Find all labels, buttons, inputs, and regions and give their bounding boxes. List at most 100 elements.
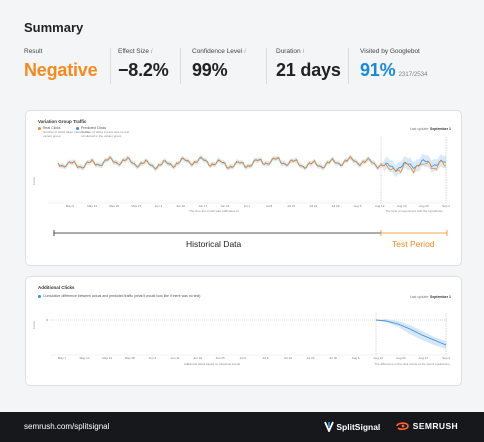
metric-googlebot: Visited by Googlebot 91% 2317/2534 bbox=[360, 48, 428, 86]
additional-clicks-card: Additional Clicks Cumulative difference … bbox=[25, 276, 462, 386]
metric-value-wrap: 91% 2317/2534 bbox=[360, 60, 428, 81]
x-tick-label: Aug 19 bbox=[397, 204, 407, 208]
info-icon[interactable]: i bbox=[150, 48, 153, 55]
x-tick-label: Jun 24 bbox=[220, 204, 229, 208]
x-tick-label: Aug 13 bbox=[373, 356, 383, 360]
zero-label: 0 bbox=[46, 318, 48, 322]
metric-effect-size: Effect Size i −8.2% bbox=[118, 48, 169, 86]
experiment-note: The time of experiment with the hypothes… bbox=[385, 209, 443, 213]
clicks-chart: Clicks 0 May 7 May 14 May 21 May 28 Jun 4 Jun… bbox=[32, 313, 450, 366]
footer: semrush.com/splitsignal SplitSignal SEMR… bbox=[0, 412, 484, 442]
metrics-row: Result Negative Effect Size i −8.2% Confi… bbox=[24, 48, 464, 86]
legend-real-clicks[interactable]: Real Clicks bbox=[38, 126, 61, 130]
traffic-chart-title: Variation Group Traffic bbox=[38, 119, 87, 124]
x-axis-ticks: May 6 May 13 May 20 May 27 Jun 3 Jun 10 Jun 17… bbox=[66, 204, 450, 208]
metric-value: 99% bbox=[192, 60, 228, 80]
legend-predicted-clicks[interactable]: Predicted Clicks bbox=[76, 126, 106, 130]
x-tick-label: May 27 bbox=[131, 204, 141, 208]
x-tick-label: Jul 30 bbox=[329, 356, 337, 360]
x-tick-label: Jun 18 bbox=[193, 356, 202, 360]
brand-name: SEMRUSH bbox=[412, 421, 459, 431]
last-update: Last update: September 1 bbox=[410, 127, 451, 131]
last-update: Last update: September 1 bbox=[410, 295, 451, 299]
x-tick-label: Aug 20 bbox=[396, 356, 406, 360]
x-tick-label: Jul 15 bbox=[287, 204, 295, 208]
summary-title: Summary bbox=[24, 20, 84, 35]
legend-dot-icon bbox=[76, 126, 79, 130]
brand-name: SplitSignal bbox=[336, 422, 381, 432]
info-icon[interactable]: i bbox=[244, 48, 246, 55]
legend-dot-icon bbox=[38, 294, 41, 298]
x-tick-label: Jul 8 bbox=[266, 204, 273, 208]
x-tick-label: Aug 26 bbox=[419, 204, 429, 208]
update-label: Last update: bbox=[409, 127, 429, 131]
x-axis-ticks: May 7 May 14 May 21 May 28 Jun 4 Jun 11 Jun 18… bbox=[58, 356, 450, 360]
update-value: September 1 bbox=[429, 295, 451, 299]
legend-desc: Number of clicks taken place in the vari… bbox=[43, 130, 90, 138]
metric-duration: Duration i 21 days bbox=[276, 48, 341, 86]
x-tick-label: May 6 bbox=[66, 204, 75, 208]
splitsignal-brand: SplitSignal bbox=[324, 421, 381, 434]
metric-confidence-level: Confidence Level i 99% bbox=[192, 48, 246, 86]
y-axis-label: Clicks bbox=[32, 177, 36, 185]
x-tick-label: May 20 bbox=[109, 204, 119, 208]
x-tick-label: Jun 4 bbox=[149, 356, 157, 360]
metric-value: 91% bbox=[360, 60, 396, 80]
x-tick-label: Aug 6 bbox=[352, 356, 360, 360]
x-tick-label: Jun 11 bbox=[171, 356, 180, 360]
calibration-note: The time the model was calibrated on bbox=[189, 209, 239, 213]
metric-divider bbox=[110, 48, 111, 84]
x-tick-label: Aug 5 bbox=[354, 204, 362, 208]
metric-divider bbox=[348, 48, 349, 84]
legend-label: Cumulative difference between actual and… bbox=[43, 294, 201, 298]
update-label: Last update: bbox=[409, 295, 429, 299]
x-tick-label: May 14 bbox=[80, 356, 90, 360]
metric-sub: 2317/2534 bbox=[398, 71, 428, 78]
x-tick-label: May 21 bbox=[102, 356, 112, 360]
legend-label: Predicted Clicks bbox=[81, 126, 107, 130]
footer-url[interactable]: semrush.com/splitsignal bbox=[24, 422, 110, 431]
test-period-label: Test Period bbox=[392, 239, 435, 249]
semrush-logo-icon bbox=[396, 422, 409, 430]
x-tick-label: Jun 17 bbox=[198, 204, 207, 208]
x-tick-label: Jul 2 bbox=[240, 356, 247, 360]
legend-cumulative-difference[interactable]: Cumulative difference between actual and… bbox=[38, 294, 200, 298]
x-tick-label: Jul 22 bbox=[309, 204, 317, 208]
x-tick-label: Sep 2 bbox=[442, 204, 450, 208]
legend-desc: Number of clicks if there was no test co… bbox=[81, 130, 130, 138]
x-tick-label: Jul 16 bbox=[284, 356, 292, 360]
x-tick-label: Jul 23 bbox=[306, 356, 314, 360]
update-value: September 1 bbox=[429, 127, 451, 131]
splitsignal-logo-icon bbox=[324, 421, 334, 434]
historical-data-label: Historical Data bbox=[186, 239, 242, 249]
metric-value: Negative bbox=[24, 60, 98, 80]
metric-label: Visited by Googlebot bbox=[360, 48, 420, 55]
x-tick-label: May 28 bbox=[125, 356, 135, 360]
x-tick-label: May 13 bbox=[87, 204, 97, 208]
legend-label: Real Clicks bbox=[43, 126, 61, 130]
cumulative-band bbox=[376, 319, 446, 349]
x-tick-label: Jun 10 bbox=[176, 204, 185, 208]
metric-label: Effect Size bbox=[118, 48, 149, 55]
real-line bbox=[57, 155, 446, 174]
x-tick-label: Jul 9 bbox=[262, 356, 269, 360]
x-tick-label: Jul 29 bbox=[331, 204, 339, 208]
metric-value: 21 days bbox=[276, 60, 341, 80]
metric-label: Duration bbox=[276, 48, 301, 55]
info-icon[interactable]: i bbox=[302, 48, 305, 55]
additional-clicks-note: Additional clicks based on historical tr… bbox=[184, 362, 241, 366]
trend-difference-note: The difference in the click trends of th… bbox=[374, 362, 450, 366]
metric-label: Confidence Level bbox=[192, 48, 243, 55]
clicks-chart-title: Additional Clicks bbox=[38, 285, 75, 290]
x-tick-label: May 7 bbox=[58, 356, 67, 360]
x-tick-label: Jun 3 bbox=[155, 204, 163, 208]
metric-divider bbox=[266, 48, 267, 84]
x-tick-label: Jul 1 bbox=[244, 204, 251, 208]
x-tick-label: Sep 3 bbox=[442, 356, 450, 360]
metric-divider bbox=[180, 48, 181, 84]
cumulative-line bbox=[375, 319, 447, 346]
semrush-brand: SEMRUSH bbox=[396, 421, 458, 431]
metric-label: Result bbox=[24, 48, 43, 55]
metric-result: Result Negative bbox=[24, 48, 98, 86]
traffic-chart: Clicks May 6 May 13 May 20 May 27 Jun 3 Jun 1… bbox=[32, 137, 450, 236]
